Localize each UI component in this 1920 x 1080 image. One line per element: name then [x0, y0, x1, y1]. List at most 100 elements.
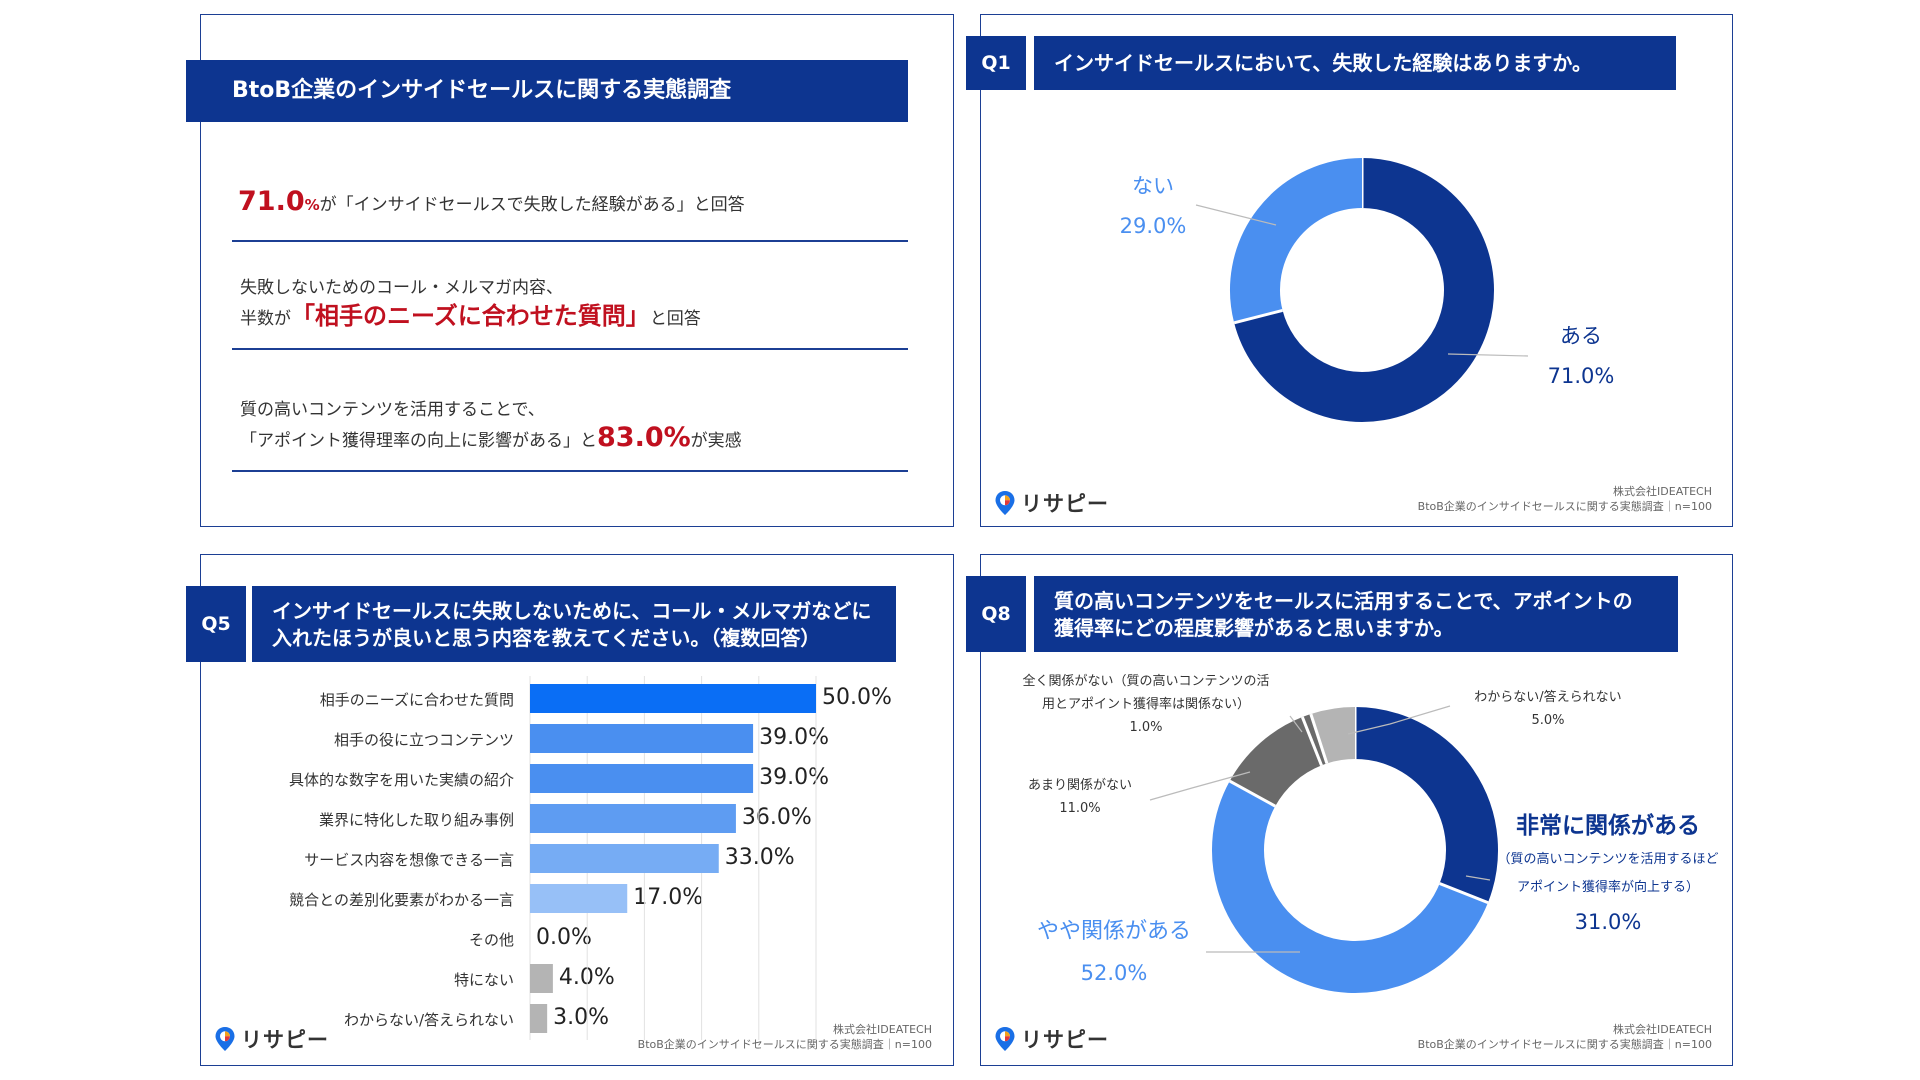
q5-bar-value: 39.0% [759, 765, 829, 790]
q1-credit-company: 株式会社IDEATECH [1613, 485, 1712, 498]
q8-label-very: 非常に関係がある （質の高いコンテンツを活用するほど アポイント獲得率が向上する… [1488, 806, 1728, 942]
q1-credit: 株式会社IDEATECH BtoB企業のインサイドセールスに関する実態調査｜n=… [1360, 484, 1712, 514]
q8-label-very-note1: （質の高いコンテンツを活用するほど [1497, 852, 1719, 867]
q8-label-none-value: 1.0% [1129, 720, 1163, 735]
q5-bar-value: 39.0% [759, 725, 829, 750]
q1-slice-1 [1230, 158, 1363, 323]
summary-item-2-line1: 失敗しないためのコール・メルマガ内容、 [240, 278, 563, 298]
q8-slice-separator-2 [1228, 779, 1276, 808]
q5-bar-label: 業界に特化した取り組み事例 [318, 811, 514, 829]
summary-item-2: 失敗しないためのコール・メルマガ内容、 半数が「相手のニーズに合わせた質問」と回… [240, 274, 701, 333]
q1-leader-aru [1447, 353, 1529, 357]
q5-bar [530, 844, 719, 873]
summary-title: BtoB企業のインサイドセールスに関する実態調査 [186, 60, 908, 122]
q8-question-line2: 獲得率にどの程度影響があると思いますか。 [1054, 616, 1454, 640]
q5-bar-value: 36.0% [741, 805, 812, 830]
q5-bar-label: わからない/答えられない [343, 1011, 514, 1029]
q5-question-line2: 入れたほうが良いと思う内容を教えてください。（複数回答） [272, 626, 821, 650]
q1-label-nai-value: 29.0% [1119, 214, 1187, 238]
summary-item-1-value: 71.0 [238, 186, 305, 217]
q8-label-little-value: 11.0% [1059, 801, 1101, 816]
q1-leader-nai [1195, 204, 1277, 226]
q8-tag: Q8 [966, 576, 1026, 652]
q8-label-none-line1: 全く関係がない（質の高いコンテンツの活 [1022, 674, 1270, 689]
q8-logo: リサピー [994, 1024, 1109, 1054]
q8-label-very-name: 非常に関係がある [1516, 813, 1700, 839]
q8-label-unknown-name: わからない/答えられない [1474, 690, 1622, 705]
q8-leader-none [1289, 715, 1303, 733]
q1-tag: Q1 [966, 36, 1026, 90]
q1-slice-0 [1234, 158, 1494, 422]
q8-label-unknown: わからない/答えられない 5.0% [1448, 686, 1648, 732]
q8-credit-survey: BtoB企業のインサイドセールスに関する実態調査｜n=100 [1417, 1038, 1712, 1051]
q5-bar [530, 684, 816, 713]
q8-label-none-line2: 用とアポイント獲得率は関係ない） [1041, 697, 1250, 712]
q8-label-somewhat: やや関係がある 52.0% [1014, 912, 1214, 994]
q8-label-little-name: あまり関係がない [1027, 778, 1132, 793]
q5-question-line1: インサイドセールスに失敗しないために、コール・メルマガなどに [272, 599, 872, 623]
summary-divider-2 [232, 348, 908, 350]
summary-divider-1 [232, 240, 908, 242]
q8-label-very-value: 31.0% [1574, 910, 1642, 934]
pin-icon [995, 1027, 1015, 1051]
q1-credit-survey: BtoB企業のインサイドセールスに関する実態調査｜n=100 [1417, 500, 1712, 513]
q8-leader-unknown [1347, 705, 1451, 735]
summary-item-3: 質の高いコンテンツを活用することで、 「アポイント獲得理率の向上に影響がある」と… [240, 396, 742, 455]
q5-credit: 株式会社IDEATECH BtoB企業のインサイドセールスに関する実態調査｜n=… [580, 1022, 932, 1052]
q5-credit-survey: BtoB企業のインサイドセールスに関する実態調査｜n=100 [637, 1038, 932, 1051]
summary-item-3-line1: 質の高いコンテンツを活用することで、 [240, 400, 545, 420]
summary-item-1-unit: % [304, 196, 320, 214]
q8-question-line1: 質の高いコンテンツをセールスに活用することで、アポイントの [1054, 589, 1633, 613]
q8-credit: 株式会社IDEATECH BtoB企業のインサイドセールスに関する実態調査｜n=… [1360, 1022, 1712, 1052]
q5-question: インサイドセールスに失敗しないために、コール・メルマガなどに 入れたほうが良いと… [252, 586, 896, 662]
q5-logo: リサピー [214, 1024, 329, 1054]
q8-slice-1 [1212, 781, 1488, 993]
q8-label-somewhat-name: やや関係がある [1036, 919, 1191, 944]
summary-item-2-suffix: と回答 [649, 309, 701, 329]
q1-label-nai: ない 29.0% [1110, 166, 1196, 246]
q1-panel [980, 14, 1733, 527]
q8-credit-company: 株式会社IDEATECH [1613, 1023, 1712, 1036]
q8-logo-text: リサピー [1021, 1028, 1109, 1052]
q1-logo-text: リサピー [1021, 492, 1109, 516]
q5-bar-label: 競合との差別化要素がわかる一言 [289, 891, 514, 909]
q8-slice-2 [1229, 717, 1323, 807]
q1-label-aru-value: 71.0% [1547, 364, 1615, 388]
q5-bar-label: その他 [468, 931, 514, 949]
summary-item-1: 71.0%が「インサイドセールスで失敗した経験がある」と回答 [238, 188, 745, 219]
summary-item-2-prefix: 半数が [240, 309, 291, 329]
q1-slice-separator-1 [1233, 308, 1283, 325]
q5-bar [530, 884, 628, 913]
q8-label-little: あまり関係がない 11.0% [1010, 774, 1150, 820]
q5-bar [530, 1004, 548, 1033]
q5-bar-label: 特にない [453, 971, 514, 989]
q8-slice-0 [1354, 707, 1498, 903]
q5-bar-value: 3.0% [553, 1005, 610, 1030]
q5-credit-company: 株式会社IDEATECH [833, 1023, 932, 1036]
q5-bar [530, 964, 553, 993]
summary-item-3-highlight: 83.0% [597, 422, 691, 453]
q5-bar-value: 50.0% [822, 685, 892, 710]
summary-divider-3 [232, 470, 908, 472]
q8-label-none: 全く関係がない（質の高いコンテンツの活 用とアポイント獲得率は関係ない） 1.0… [1006, 670, 1286, 739]
q8-leader-little [1149, 771, 1251, 801]
summary-item-3-prefix: 「アポイント獲得理率の向上に影響がある」と [240, 431, 597, 451]
summary-item-2-highlight: 「相手のニーズに合わせた質問」 [291, 302, 650, 330]
q8-label-very-note2: アポイント獲得率が向上する） [1516, 880, 1699, 895]
summary-item-3-suffix: が実感 [690, 431, 742, 451]
q5-bar [530, 764, 754, 793]
q5-bar-label: 相手の役に立つコンテンツ [333, 731, 514, 749]
q5-bar [530, 724, 754, 753]
q5-bar-label: サービス内容を想像できる一言 [304, 851, 514, 869]
q8-label-unknown-value: 5.0% [1531, 713, 1565, 728]
q8-slice-separator-3 [1300, 716, 1323, 766]
q5-bar-value: 33.0% [724, 845, 795, 870]
q1-logo: リサピー [994, 488, 1109, 518]
q5-bar-value: 0.0% [536, 925, 592, 950]
q5-bar [530, 804, 736, 833]
q5-logo-text: リサピー [241, 1028, 329, 1052]
q8-leader-very [1465, 875, 1491, 881]
q8-slice-separator-1 [1439, 882, 1489, 905]
q1-label-aru-name: ある [1560, 324, 1602, 348]
